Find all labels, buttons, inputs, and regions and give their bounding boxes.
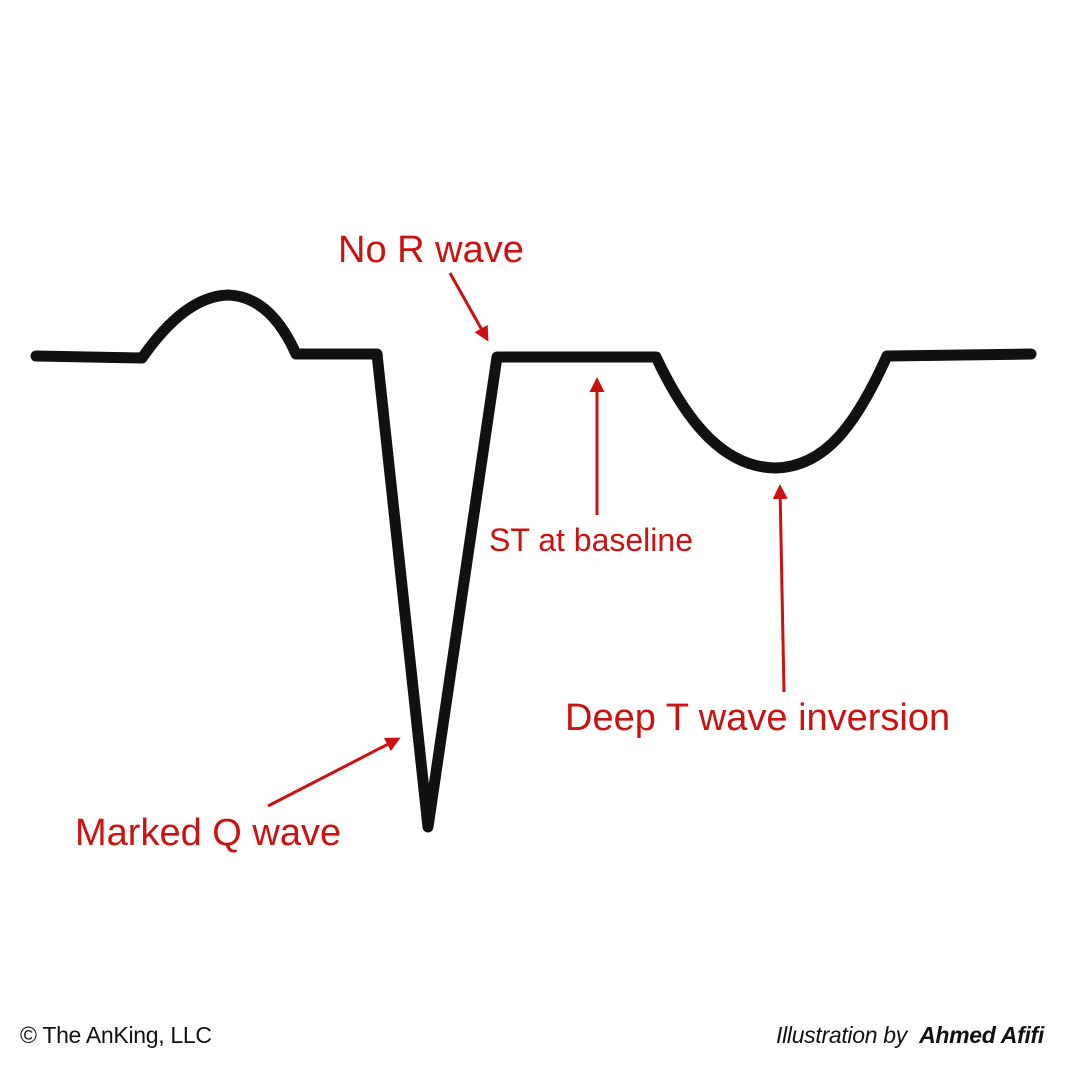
credit-name: Ahmed Afifi [919, 1022, 1044, 1048]
deep-t-wave-arrow [772, 484, 788, 693]
deep-t-wave-label: Deep T wave inversion [565, 697, 950, 739]
no-r-wave-arrow [448, 272, 489, 342]
marked-q-wave-arrow [267, 737, 401, 808]
marked-q-wave-label: Marked Q wave [75, 812, 341, 854]
copyright-text: © The AnKing, LLC [20, 1022, 212, 1048]
no-r-wave-label: No R wave [338, 229, 524, 271]
credit-prefix: Illustration by [775, 1022, 907, 1048]
st-baseline-label: ST at baseline [489, 522, 693, 558]
ecg-trace [30, 289, 1037, 833]
illustration-credit: Illustration by Ahmed Afifi [776, 1022, 1044, 1049]
